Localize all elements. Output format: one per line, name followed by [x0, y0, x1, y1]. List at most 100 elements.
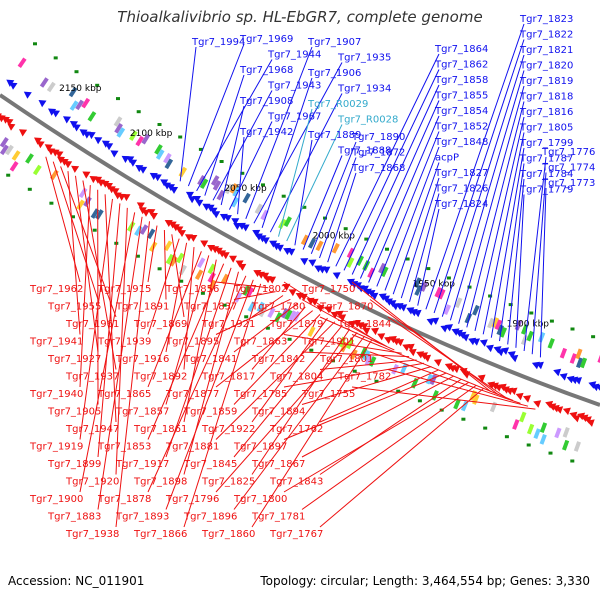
gene-label-forward: Tgr7_1774 [541, 163, 595, 174]
leader-line [215, 332, 358, 493]
category-block [425, 373, 434, 385]
reverse-gene-arrow [7, 123, 16, 131]
leader-line [183, 283, 262, 528]
forward-gene-arrow [322, 266, 331, 274]
gene-label-forward: Tgr7_1848 [434, 137, 488, 148]
leader-line [228, 121, 273, 210]
forward-gene-arrow [461, 334, 470, 342]
forward-gene-arrow [129, 159, 138, 167]
reverse-gene-arrow [335, 310, 344, 318]
forward-gene-arrow [79, 129, 88, 137]
reverse-gene-arrow [44, 144, 53, 152]
category-block [25, 153, 34, 164]
reverse-gene-arrow [371, 327, 380, 336]
gene-label-forward: Tgr7_1852 [434, 122, 488, 133]
category-block [146, 228, 156, 240]
category-block [163, 240, 173, 252]
category-block [300, 234, 309, 246]
scale-tick [504, 435, 509, 439]
scale-tick [157, 267, 162, 271]
category-block [338, 336, 347, 348]
forward-gene-arrow [479, 339, 488, 347]
leader-line [269, 93, 343, 233]
kbp-label: 2150 kbp [59, 84, 102, 94]
scale-tick [529, 311, 534, 315]
category-block [380, 266, 389, 278]
forward-gene-arrow [485, 344, 494, 353]
leader-line [179, 46, 197, 182]
category-block [391, 363, 399, 375]
leader-line [302, 155, 343, 250]
leader-line [147, 263, 225, 440]
leader-line [233, 335, 365, 510]
scale-tick [302, 205, 307, 209]
gene-label-forward: Tgr7_1776 [541, 147, 595, 158]
gene-label-reverse: Tgr7_1920 [65, 477, 119, 488]
category-block [230, 196, 240, 208]
leader-line [474, 116, 525, 332]
category-block [346, 257, 355, 268]
reverse-gene-arrow [5, 118, 14, 126]
category-block [526, 330, 534, 342]
category-block [155, 149, 165, 160]
scale-tick [95, 83, 100, 87]
leader-line [369, 351, 521, 404]
leader-line [343, 69, 440, 271]
category-block [499, 327, 508, 338]
category-block [519, 411, 527, 423]
kbp-label: 2050 kbp [224, 184, 267, 194]
gene-label-reverse: Tgr7_1780 [251, 302, 305, 313]
gene-label-reverse: Tgr7_1857 [115, 407, 169, 418]
reverse-gene-arrow [555, 406, 564, 414]
leader-line [251, 295, 284, 318]
reverse-gene-arrow [433, 359, 442, 367]
category-block [434, 286, 443, 298]
gene-label-forward: Tgr7_1890 [351, 132, 405, 143]
forward-gene-arrow [188, 196, 197, 204]
category-block [487, 317, 495, 329]
category-block [562, 427, 570, 438]
category-block [242, 192, 251, 204]
category-block [0, 137, 9, 148]
forward-gene-arrow [9, 82, 18, 90]
gene-label-reverse: Tgr7_1919 [29, 442, 83, 453]
forward-gene-arrow [51, 110, 60, 118]
gene-label-forward: Tgr7_R0029 [307, 99, 368, 110]
gene-label-reverse: Tgr7_1947 [65, 424, 119, 435]
gene-label-reverse: Tgr7_1845 [183, 459, 237, 470]
leader-line [115, 207, 128, 475]
gene-label-forward: Tgr7_1908 [239, 96, 293, 107]
reverse-gene-arrow [551, 404, 560, 413]
leader-line [253, 62, 343, 224]
scale-tick [157, 123, 162, 126]
forward-gene-arrow [496, 348, 505, 357]
scale-tick [261, 183, 265, 187]
category-block [207, 263, 216, 275]
forward-gene-arrow [170, 186, 179, 194]
leader-line [233, 324, 343, 458]
forward-gene-arrow [287, 248, 296, 256]
leader-line [417, 208, 440, 306]
scale-tick [323, 216, 327, 220]
leader-line [539, 187, 547, 358]
reverse-gene-arrow [491, 382, 499, 390]
category-block [199, 178, 209, 190]
reverse-gene-arrow [235, 260, 244, 268]
category-block [87, 111, 97, 122]
gene-label-reverse: Tgr7_1899 [47, 459, 101, 470]
forward-gene-arrow [413, 309, 422, 318]
gene-label-reverse: Tgr7_1891 [115, 302, 169, 313]
scale-tick [461, 417, 466, 421]
category-block [307, 326, 316, 337]
kbp-label: 2000 kbp [313, 231, 356, 241]
leader-line [79, 185, 91, 388]
gene-label-reverse: Tgr7_1905 [47, 407, 101, 418]
forward-gene-arrow [94, 137, 103, 145]
leader-line [466, 101, 525, 328]
category-block [232, 186, 241, 198]
gene-label-reverse: Tgr7_1881 [165, 442, 219, 453]
leader-line [212, 90, 273, 201]
leader-line [261, 77, 313, 228]
category-block [256, 301, 265, 313]
